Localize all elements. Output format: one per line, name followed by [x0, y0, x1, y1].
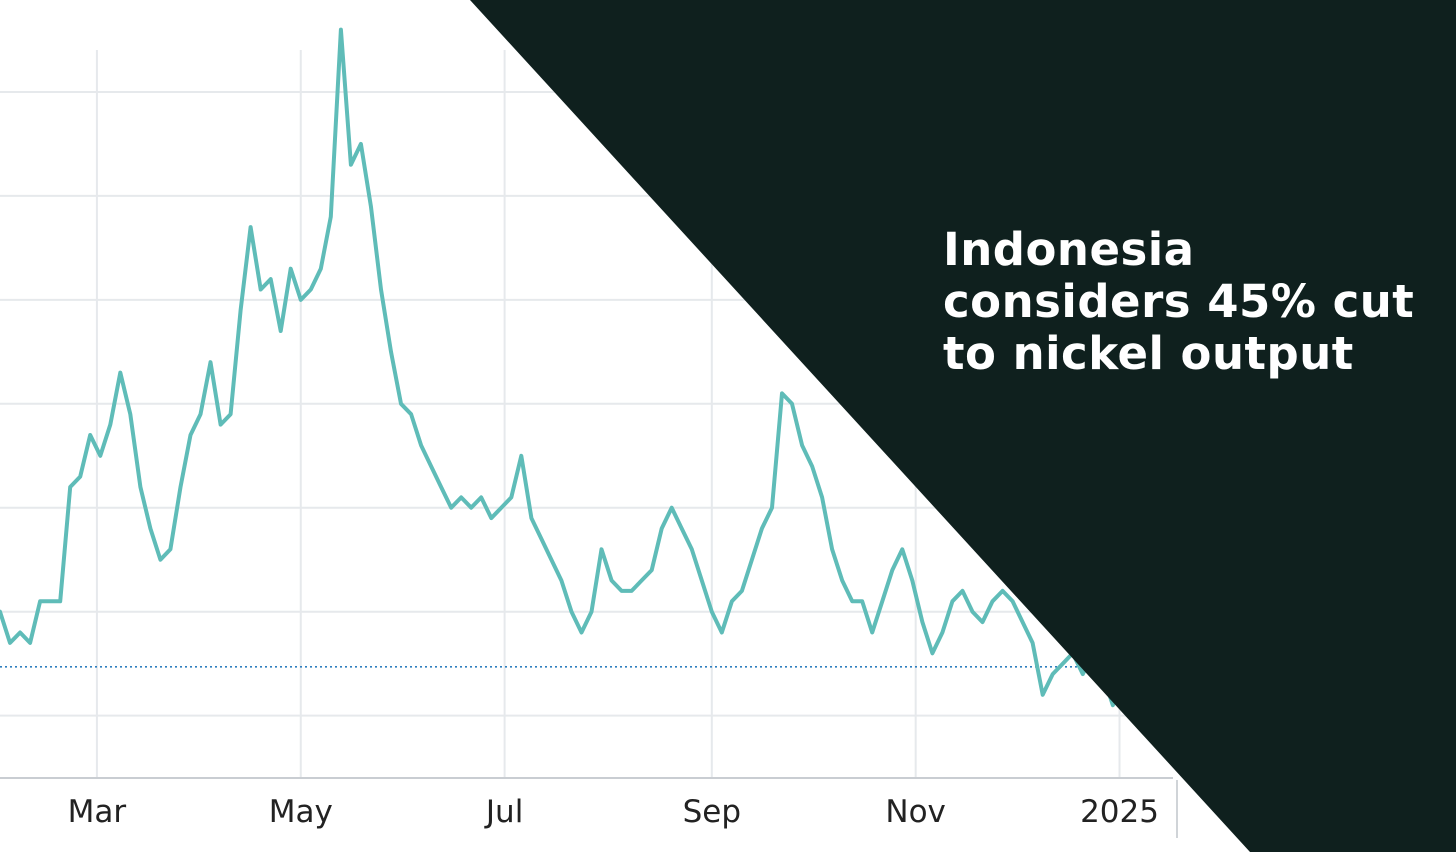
x-tick-label: Jul	[484, 794, 523, 830]
headline: Indonesia considers 45% cut to nickel ou…	[943, 223, 1415, 380]
x-tick-labels: Mar May Jul Sep Nov 2025	[68, 794, 1159, 830]
x-tick-label: Mar	[68, 794, 127, 830]
x-tick-label: May	[269, 794, 333, 830]
x-tick-label: 2025	[1080, 794, 1159, 830]
dark-headline-panel	[470, 0, 1456, 852]
x-tick-label: Sep	[683, 794, 741, 830]
nickel-price-line	[0, 27, 1145, 708]
x-tick-label: Nov	[885, 794, 946, 830]
